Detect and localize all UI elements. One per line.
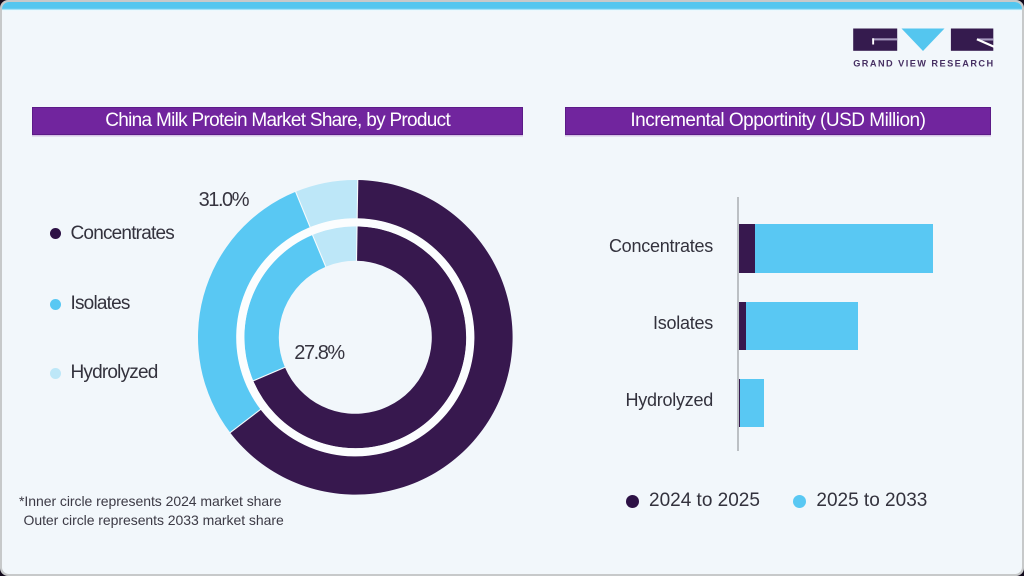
svg-text:GRAND VIEW RESEARCH: GRAND VIEW RESEARCH [853,59,994,69]
